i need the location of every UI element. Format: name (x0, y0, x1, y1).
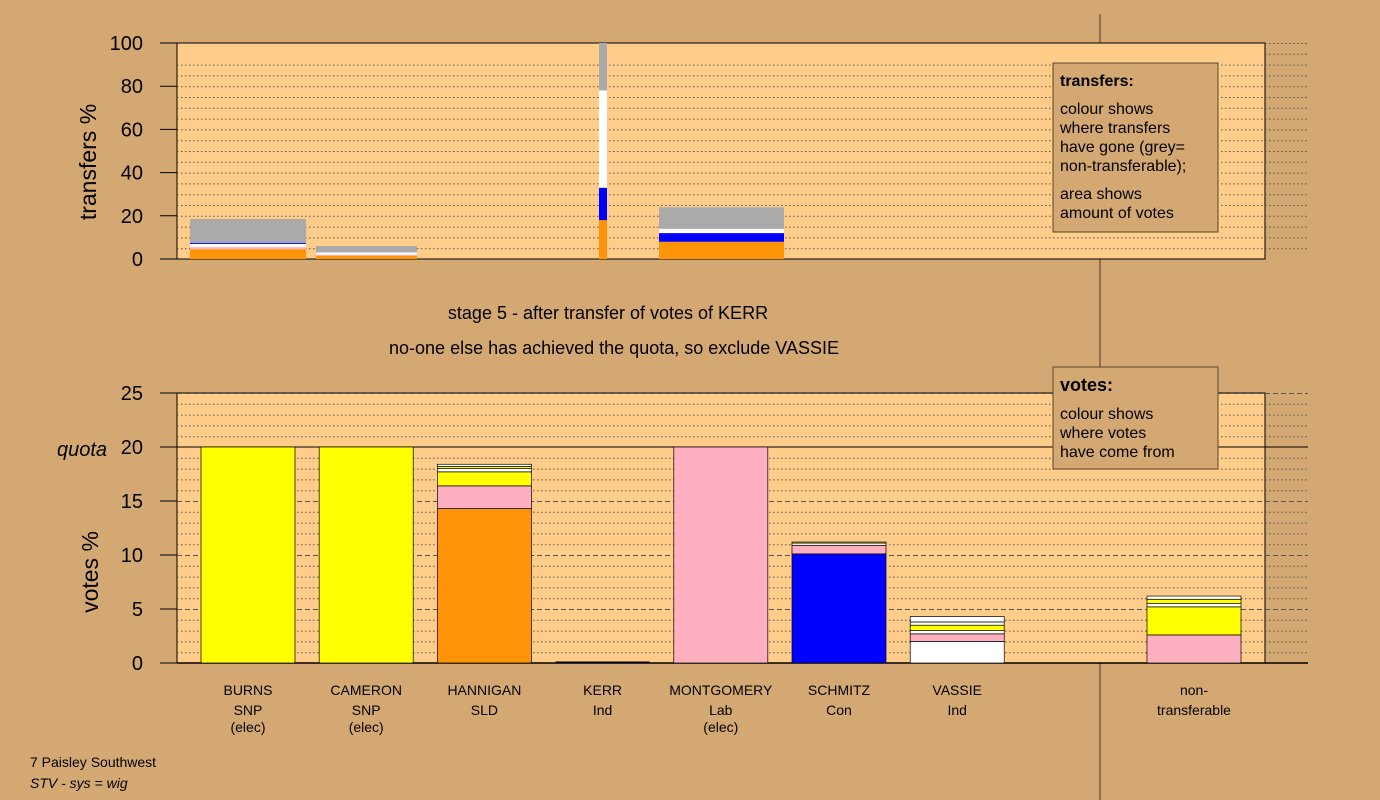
vote-segment-hannigan (437, 508, 532, 664)
tick-label: 25 (121, 383, 143, 405)
vote-segment-hannigan (437, 463, 532, 467)
transfers-axis-label: transfers % (75, 104, 101, 220)
legend-line: amount of votes (1060, 205, 1174, 222)
transfer-segment-kerr (599, 43, 607, 91)
candidate-party: SLD (471, 702, 498, 718)
transfer-segment-montgomery (659, 228, 784, 234)
transfer-segment-burns (190, 247, 306, 250)
tick-label: 20 (121, 437, 143, 459)
transfer-segment-kerr (599, 90, 607, 188)
transfers-legend-text: colour shows where transfers have gone (gr… (1059, 101, 1186, 222)
votes-legend-text: colour shows where votes have come from (1059, 406, 1175, 461)
vote-segment-schmitz (791, 544, 887, 555)
tick-label: 20 (121, 206, 143, 228)
legend-line: have come from (1060, 444, 1175, 461)
vote-segment-nontransferable (1146, 603, 1242, 608)
legend-line: colour shows (1060, 101, 1153, 118)
tick-label: 0 (132, 249, 143, 271)
vote-segment-vassie (909, 624, 1005, 631)
votes-legend-title: votes: (1060, 375, 1113, 395)
transfer-segment-kerr (599, 220, 607, 259)
vote-segment-schmitz (791, 541, 887, 544)
stage-title: stage 5 - after transfer of votes of KER… (448, 303, 768, 323)
transfer-segment-cameron (316, 255, 417, 259)
votes-axis-label: votes % (77, 531, 103, 613)
stage-subtitle: no-one else has achieved the quota, so e… (389, 338, 839, 358)
votes-ticks: 0 5 10 15 20 25 (121, 383, 177, 675)
transfers-legend-title: transfers: (1060, 73, 1134, 90)
transfers-bars (190, 43, 784, 259)
candidate-party: Ind (593, 702, 612, 718)
candidate-status: (elec) (349, 719, 384, 735)
candidate-party: Con (826, 702, 852, 718)
vote-segment-cameron (318, 446, 414, 664)
transfer-segment-montgomery (659, 241, 784, 259)
candidate-status: (elec) (703, 719, 738, 735)
tick-label: 100 (110, 33, 143, 55)
vote-segment-burns (200, 446, 296, 664)
transfers-ticks: 0 20 40 60 80 100 (110, 33, 177, 271)
transfer-segment-cameron (316, 254, 417, 256)
candidate-name: MONTGOMERY (669, 682, 773, 698)
vote-segment-montgomery (673, 446, 769, 664)
vote-segment-schmitz (791, 553, 887, 664)
vote-segment-vassie (909, 630, 1005, 635)
candidate-name: CAMERON (330, 682, 402, 698)
candidate-name: VASSIE (932, 682, 982, 698)
legend-line: area shows (1060, 186, 1142, 203)
tick-label: 80 (121, 76, 143, 98)
transfer-segment-cameron (316, 252, 417, 255)
tick-label: 0 (132, 653, 143, 675)
transfer-segment-montgomery (659, 207, 784, 229)
footer-constituency: 7 Paisley Southwest (30, 754, 156, 770)
legend-line: non-transferable); (1060, 158, 1186, 175)
votes-bars (200, 446, 1242, 664)
quota-label: quota (57, 439, 107, 461)
candidate-party: SNP (352, 702, 381, 718)
transfer-segment-montgomery (659, 233, 784, 242)
candidate-labels: BURNSSNP(elec)CAMERONSNP(elec)HANNIGANSL… (223, 682, 1231, 735)
vote-segment-nontransferable (1146, 634, 1242, 664)
votes-legend-box (1052, 366, 1219, 470)
tick-label: 60 (121, 119, 143, 141)
nontransferable-label: non- (1180, 682, 1208, 698)
candidate-party: Lab (709, 702, 733, 718)
tick-label: 15 (121, 491, 143, 513)
legend-line: where votes (1059, 425, 1146, 442)
candidate-party: Ind (947, 702, 966, 718)
candidate-name: KERR (583, 682, 622, 698)
candidate-name: HANNIGAN (447, 682, 521, 698)
vote-segment-vassie (909, 641, 1005, 664)
vote-segment-nontransferable (1146, 598, 1242, 604)
transfer-segment-cameron (316, 246, 417, 253)
candidate-name: SCHMITZ (808, 682, 871, 698)
transfer-segment-burns (190, 243, 306, 248)
vote-segment-hannigan (437, 471, 532, 487)
footer-system: STV - sys = wig (30, 775, 128, 791)
vote-segment-nontransferable (1146, 595, 1242, 600)
transfer-segment-burns (190, 242, 306, 244)
tick-label: 40 (121, 163, 143, 185)
candidate-name: BURNS (223, 682, 272, 698)
candidate-status: (elec) (230, 719, 265, 735)
transfer-segment-kerr (599, 187, 607, 221)
legend-line: have gone (grey= (1060, 139, 1185, 156)
vote-segment-hannigan (437, 485, 532, 509)
legend-line: where transfers (1059, 120, 1170, 137)
transfers-grid (177, 43, 1308, 250)
nontransferable-label: transferable (1157, 702, 1231, 718)
vote-segment-vassie (909, 633, 1005, 642)
legend-line: colour shows (1060, 406, 1153, 423)
transfers-legend-box (1052, 62, 1219, 233)
transfer-segment-burns (190, 249, 306, 259)
transfer-segment-burns (190, 219, 306, 243)
vote-segment-hannigan (437, 468, 532, 473)
candidate-party: SNP (234, 702, 263, 718)
vote-segment-nontransferable (1146, 606, 1242, 636)
vote-segment-vassie (909, 616, 1005, 623)
tick-label: 10 (121, 545, 143, 567)
vote-segment-vassie (909, 621, 1005, 626)
tick-label: 5 (132, 599, 143, 621)
